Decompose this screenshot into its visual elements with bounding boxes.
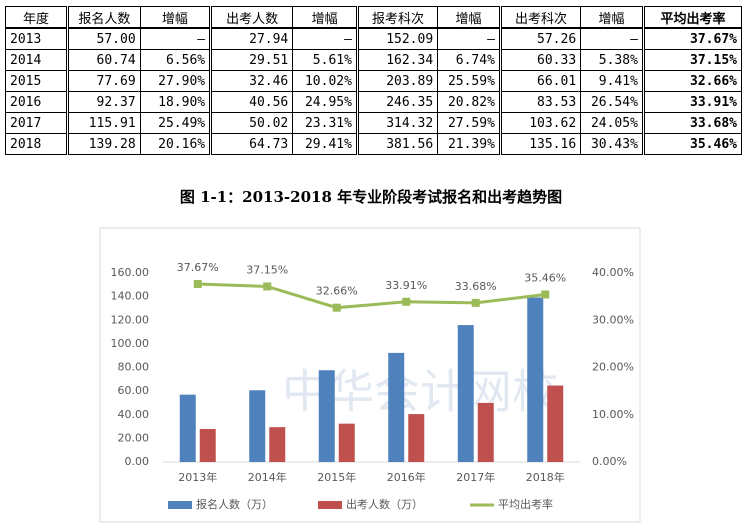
table-row: 2014 60.74 6.56% 29.51 5.61% 162.34 6.74% 60.33… — [4, 49, 742, 71]
bar — [388, 352, 405, 462]
table-cell: 6.74% — [437, 49, 501, 71]
y-tick-label: 140.00 — [111, 290, 150, 303]
x-tick-label: 2018年 — [526, 470, 565, 484]
y-tick-label: 40.00 — [118, 408, 150, 421]
table-cell: 29.41% — [292, 133, 358, 155]
x-tick-label: 2017年 — [456, 470, 495, 484]
line-marker — [193, 280, 202, 289]
table-cell: 5.38% — [580, 49, 644, 71]
table-cell: 381.56 — [355, 133, 439, 155]
legend-label: 报名人数（万） — [196, 497, 273, 511]
data-label: 37.15% — [246, 263, 288, 276]
bar — [249, 390, 266, 462]
bar — [199, 428, 216, 462]
y2-tick-label: 40.00% — [592, 266, 634, 279]
bar — [477, 402, 494, 462]
table-cell: 40.56 — [209, 91, 294, 113]
data-table: 年度 报名人数 增幅 出考人数 增幅 报考科次 增幅 出考科次 增幅 平均出考率 2013 57.00… — [4, 6, 742, 155]
table-cell: 27.59% — [437, 112, 501, 134]
table-cell: 26.54% — [580, 91, 644, 113]
table-cell: 103.62 — [498, 112, 582, 134]
table-cell: 33.91% — [641, 91, 742, 113]
line-marker — [471, 298, 480, 307]
bar — [527, 297, 544, 462]
table-cell: 24.95% — [292, 91, 358, 113]
bar — [457, 325, 474, 462]
y2-tick-label: 30.00% — [592, 313, 634, 326]
data-label: 33.68% — [455, 280, 497, 293]
bar — [179, 394, 196, 462]
table-cell: 203.89 — [355, 70, 439, 92]
table-cell: 20.16% — [139, 133, 212, 155]
y-tick-label: 100.00 — [111, 337, 150, 350]
x-tick-label: 2014年 — [248, 470, 287, 484]
table-cell: 增幅 — [292, 6, 358, 29]
y-tick-label: 120.00 — [111, 313, 150, 326]
y2-tick-label: 20.00% — [592, 361, 634, 374]
table-cell: 115.91 — [66, 112, 141, 134]
data-label: 32.66% — [316, 285, 358, 298]
table-row: 年度 报名人数 增幅 出考人数 增幅 报考科次 增幅 出考科次 增幅 平均出考率 — [4, 6, 742, 29]
table-row: 2018 139.28 20.16% 64.73 29.41% 381.56 21.39% 1… — [4, 133, 742, 155]
legend-swatch — [318, 501, 342, 509]
line-marker — [402, 297, 411, 306]
table-cell: 增幅 — [139, 6, 212, 29]
bar — [318, 370, 335, 462]
x-tick-label: 2016年 — [387, 470, 426, 484]
bar — [338, 423, 355, 462]
bar — [408, 414, 425, 462]
y-tick-label: 160.00 — [111, 266, 150, 279]
x-tick-label: 2015年 — [317, 470, 356, 484]
x-tick-label: 2013年 — [178, 470, 217, 484]
bar — [547, 385, 564, 462]
y-tick-label: 60.00 — [118, 384, 150, 397]
table-cell: 57.26 — [498, 27, 582, 50]
line-marker — [541, 290, 550, 299]
table-cell: 135.16 — [498, 133, 582, 155]
bar — [269, 427, 286, 462]
y-tick-label: 20.00 — [118, 431, 150, 444]
table-cell: 64.73 — [209, 133, 294, 155]
y-tick-label: 80.00 — [118, 361, 150, 374]
table-cell: 21.39% — [437, 133, 501, 155]
legend-swatch — [168, 501, 192, 509]
table-cell: 50.02 — [209, 112, 294, 134]
table-cell: 77.69 — [66, 70, 141, 92]
table-cell: 35.46% — [641, 133, 742, 155]
table-cell: 23.31% — [292, 112, 358, 134]
table-cell: 24.05% — [580, 112, 644, 134]
data-label: 33.91% — [385, 279, 427, 292]
legend-label: 出考人数（万） — [346, 497, 423, 511]
table-cell: 27.90% — [139, 70, 212, 92]
line-marker — [263, 282, 272, 291]
y-tick-label: 0.00 — [125, 455, 150, 468]
y2-tick-label: 10.00% — [592, 408, 634, 421]
table-cell: 出考人数 — [209, 6, 294, 29]
table-cell: 20.82% — [437, 91, 501, 113]
table-cell: 25.49% — [139, 112, 212, 134]
table-cell: 30.43% — [580, 133, 644, 155]
table-row: 2017 115.91 25.49% 50.02 23.31% 314.32 27.59% 1… — [4, 112, 742, 134]
chart-frame — [99, 227, 641, 523]
table-cell: 报考科次 — [355, 6, 439, 29]
table-cell: 增幅 — [437, 6, 501, 29]
data-label: 37.67% — [177, 261, 219, 274]
data-label: 35.46% — [524, 271, 566, 284]
caption: 图 1-1：2013-2018 年专业阶段考试报名和出考趋势图 — [179, 188, 563, 206]
table-cell: 2015 — [4, 70, 69, 92]
line-marker — [332, 303, 341, 312]
table-cell: 平均出考率 — [641, 6, 742, 29]
table-cell: 2018 — [4, 133, 69, 155]
line — [197, 282, 546, 310]
legend-label: 平均出考率 — [498, 497, 553, 511]
table-cell: 出考科次 — [498, 6, 582, 29]
y2-tick-label: 0.00% — [592, 455, 627, 468]
table-cell: 年度 — [4, 6, 69, 29]
